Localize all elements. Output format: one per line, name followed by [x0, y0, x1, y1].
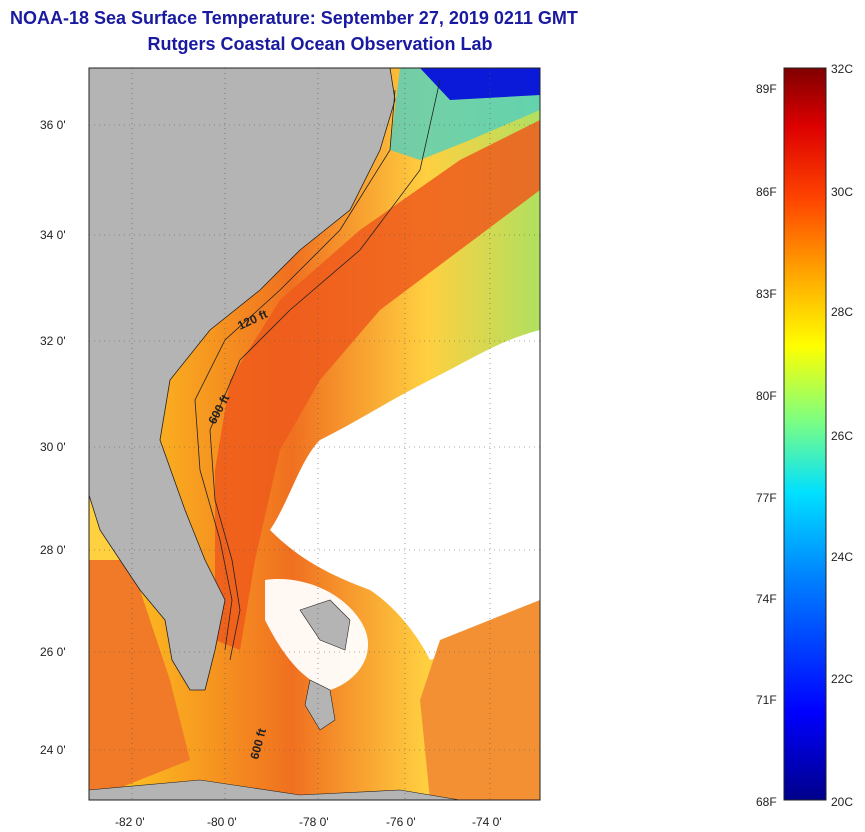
lat-label: 28 0' — [40, 543, 66, 557]
c-label: 24C — [831, 550, 853, 564]
longitude-labels: -82 0' -80 0' -78 0' -76 0' -74 0' — [115, 815, 502, 829]
contour-600ft — [209, 79, 441, 661]
f-label: 77F — [756, 491, 777, 505]
c-label: 20C — [831, 795, 853, 809]
c-label: 22C — [831, 672, 853, 686]
fahrenheit-labels: 89F 86F 83F 80F 77F 74F 71F 68F — [756, 82, 777, 809]
color-scale-bar — [783, 67, 827, 801]
lat-label: 24 0' — [40, 743, 66, 757]
lat-label: 30 0' — [40, 440, 66, 454]
f-label: 86F — [756, 185, 777, 199]
f-label: 74F — [756, 592, 777, 606]
c-label: 28C — [831, 305, 853, 319]
contour-120ft — [194, 89, 396, 651]
c-label: 30C — [831, 185, 853, 199]
land-mass — [89, 68, 396, 691]
lon-label: -78 0' — [299, 815, 329, 829]
lon-label: -76 0' — [386, 815, 416, 829]
lon-label: -82 0' — [115, 815, 145, 829]
f-label: 68F — [756, 795, 777, 809]
f-label: 80F — [756, 389, 777, 403]
f-label: 71F — [756, 693, 777, 707]
c-label: 32C — [831, 62, 853, 76]
lat-lon-grid — [89, 68, 540, 800]
lon-label: -80 0' — [207, 815, 237, 829]
lat-label: 36 0' — [40, 118, 66, 132]
f-label: 83F — [756, 287, 777, 301]
lat-label: 32 0' — [40, 334, 66, 348]
f-label: 89F — [756, 82, 777, 96]
c-label: 26C — [831, 429, 853, 443]
map-panel — [89, 68, 540, 800]
lat-label: 26 0' — [40, 645, 66, 659]
lat-label: 34 0' — [40, 228, 66, 242]
cloud-cover — [270, 330, 540, 660]
map-title: NOAA-18 Sea Surface Temperature: Septemb… — [10, 8, 578, 28]
celsius-labels: 32C 30C 28C 26C 24C 22C 20C — [831, 62, 853, 809]
map-subtitle: Rutgers Coastal Ocean Observation Lab — [147, 34, 493, 54]
lon-label: -74 0' — [472, 815, 502, 829]
latitude-labels: 36 0' 34 0' 32 0' 30 0' 28 0' 26 0' 24 0… — [40, 118, 66, 757]
